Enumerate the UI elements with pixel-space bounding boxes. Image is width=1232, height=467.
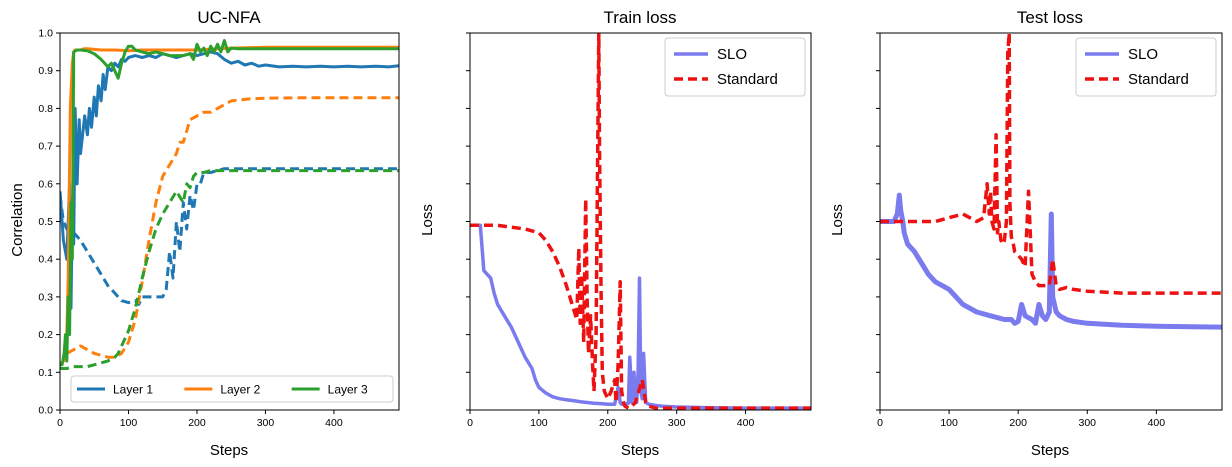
x-tick-label: 100	[120, 417, 138, 429]
series-line-0	[880, 192, 1222, 330]
legend: SLO Standard	[664, 37, 806, 97]
series-group	[60, 39, 399, 370]
x-tick-label: 200	[1009, 417, 1027, 429]
series-line-4	[60, 39, 399, 367]
series-group	[470, 33, 811, 410]
x-axis-label: Steps	[1031, 442, 1069, 459]
x-axis-label: Steps	[621, 442, 659, 459]
y-axis-label: Loss	[829, 204, 846, 236]
plot-frame	[59, 32, 400, 411]
series-line-1	[880, 33, 1222, 295]
series-line-1	[470, 33, 811, 410]
series-line-0	[60, 50, 399, 310]
series-group	[880, 33, 1222, 330]
series-line-3	[60, 96, 399, 366]
x-tick-label: 300	[668, 417, 686, 429]
legend-label: Standard	[1128, 71, 1189, 88]
legend-label: Layer 1	[113, 383, 153, 397]
legend-label: Standard	[717, 71, 778, 88]
panel-title: Train loss	[603, 8, 676, 27]
y-axis-label: Loss	[419, 204, 436, 236]
panel-train-loss: Train loss Loss Steps 0 100 200 300 400 SLO St…	[419, 8, 812, 459]
x-tick-label: 300	[1079, 417, 1097, 429]
y-tick-label: 0.2	[38, 329, 53, 341]
legend-label: SLO	[717, 46, 747, 63]
y-tick-label: 0.0	[38, 405, 53, 417]
x-tick-label: 0	[57, 417, 63, 429]
x-tick-label: 400	[325, 417, 343, 429]
legend-box	[70, 375, 394, 403]
panel-title: UC-NFA	[197, 8, 261, 27]
x-tick-label: 400	[737, 417, 755, 429]
series-line-1	[60, 167, 399, 306]
x-tick-label: 200	[188, 417, 206, 429]
x-tick-label: 0	[877, 417, 883, 429]
y-tick-label: 0.7	[38, 141, 53, 153]
x-tick-label: 0	[467, 417, 473, 429]
x-tick-label: 400	[1148, 417, 1166, 429]
legend-label: Layer 3	[328, 383, 368, 397]
series-line-2	[60, 45, 399, 366]
series-line-0	[470, 223, 811, 410]
x-tick-label: 100	[530, 417, 548, 429]
x-tick-label: 200	[599, 417, 617, 429]
y-tick-label: 0.8	[38, 103, 53, 115]
panel-title: Test loss	[1017, 8, 1083, 27]
y-tick-label: 0.5	[38, 216, 53, 228]
y-tick-label: 0.3	[38, 291, 53, 303]
panel-uc-nfa: UC-NFA Correlation Steps 0 100 200 300 400 0.…	[9, 8, 400, 459]
y-tick-label: 0.9	[38, 65, 53, 77]
y-tick-label: 0.6	[38, 178, 53, 190]
x-axis-label: Steps	[210, 442, 248, 459]
y-tick-label: 0.4	[38, 254, 53, 266]
y-axis-label: Correlation	[9, 183, 26, 256]
series-line-5	[60, 169, 399, 370]
legend: SLO Standard	[1075, 37, 1217, 97]
y-tick-label: 1.0	[38, 28, 53, 40]
legend-label: SLO	[1128, 46, 1158, 63]
x-tick-label: 100	[940, 417, 958, 429]
legend: Layer 1 Layer 2 Layer 3	[70, 375, 394, 403]
legend-label: Layer 2	[220, 383, 260, 397]
x-tick-label: 300	[257, 417, 275, 429]
panel-test-loss: Test loss Loss Steps 0 100 200 300 400 SLO Sta…	[829, 8, 1223, 459]
y-tick-label: 0.1	[38, 367, 53, 379]
